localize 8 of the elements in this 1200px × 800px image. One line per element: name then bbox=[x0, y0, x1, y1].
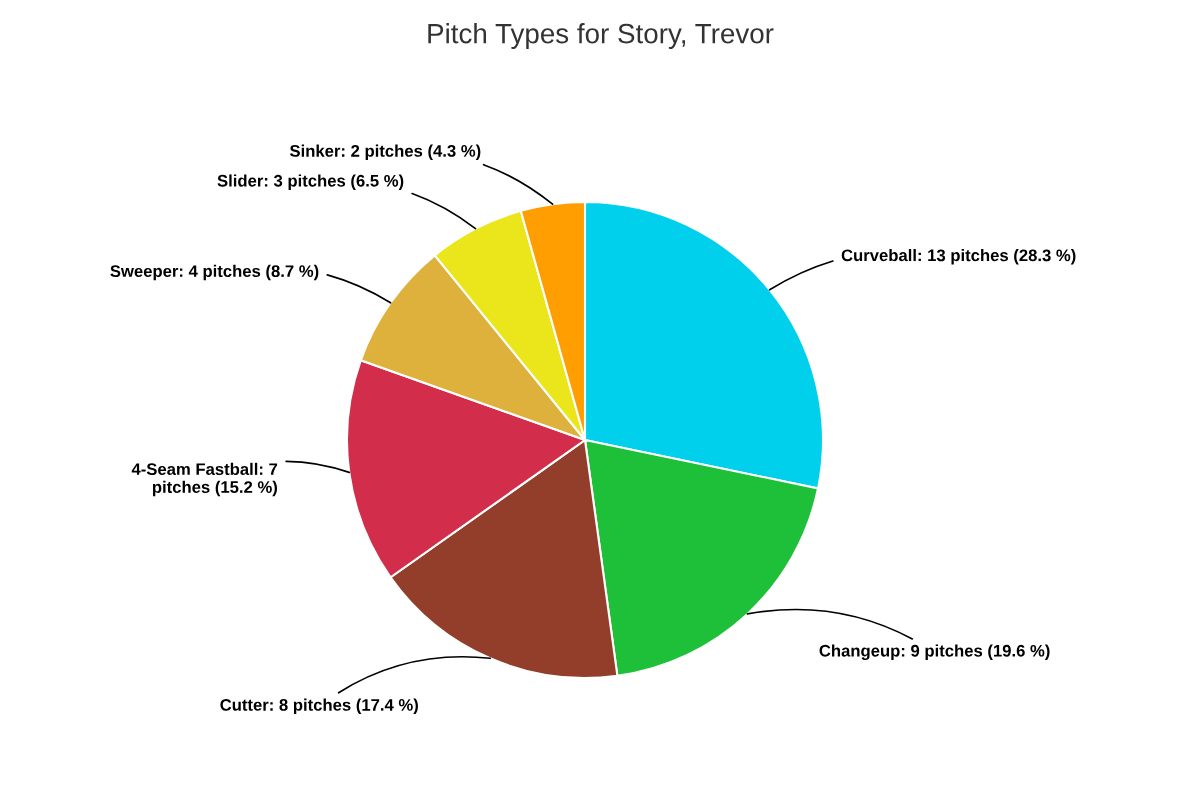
slice-label: Sweeper: 4 pitches (8.7 %) bbox=[110, 264, 319, 281]
slice-label: Changeup: 9 pitches (19.6 %) bbox=[819, 644, 1050, 661]
slice-label: Cutter: 8 pitches (17.4 %) bbox=[220, 698, 418, 715]
chart-title: Pitch Types for Story, Trevor bbox=[428, 23, 774, 49]
slice-label: Curveball: 13 pitches (28.3 %) bbox=[841, 248, 1076, 265]
slice-label: Sinker: 2 pitches (4.3 %) bbox=[289, 144, 481, 161]
slice-label: Slider: 3 pitches (6.5 %) bbox=[217, 174, 404, 190]
slice-label: 4-Seam Fastball: 7 pitches (15.2 %) bbox=[131, 462, 278, 497]
